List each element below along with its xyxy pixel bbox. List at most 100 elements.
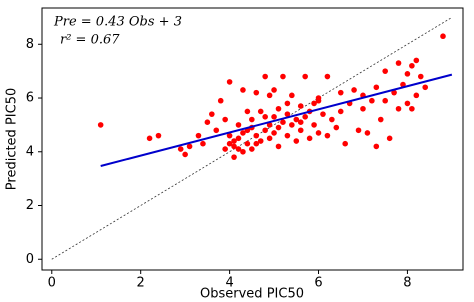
data-point — [231, 143, 237, 150]
data-point — [302, 114, 308, 120]
data-point — [226, 79, 233, 85]
data-point — [240, 130, 246, 136]
data-point — [293, 138, 300, 144]
data-point — [284, 132, 291, 139]
data-point — [409, 105, 415, 112]
data-point — [240, 148, 246, 155]
data-point — [249, 116, 255, 123]
data-point — [222, 116, 228, 123]
data-point — [177, 146, 184, 152]
data-point — [324, 132, 331, 139]
data-point — [97, 122, 104, 128]
data-point — [231, 154, 237, 160]
data-point — [391, 89, 397, 96]
data-point — [311, 122, 317, 128]
data-point — [382, 97, 389, 104]
data-point — [275, 124, 282, 131]
data-point — [235, 122, 242, 128]
data-point — [271, 87, 277, 93]
data-point — [257, 108, 264, 115]
data-point — [369, 97, 375, 104]
data-point — [311, 100, 317, 107]
data-point — [235, 146, 242, 152]
data-point — [244, 140, 251, 147]
data-point — [146, 135, 153, 142]
y-tick-label: 2 — [26, 198, 34, 213]
data-point — [266, 122, 273, 128]
data-point — [271, 130, 277, 136]
data-point — [351, 87, 357, 93]
data-point — [266, 92, 273, 99]
data-point — [222, 146, 228, 152]
x-tick-label: 0 — [48, 276, 56, 291]
data-point — [355, 127, 362, 134]
data-point — [382, 68, 389, 74]
data-point — [417, 73, 424, 80]
y-axis-label: Predicted PIC50 — [5, 88, 20, 190]
data-point — [302, 73, 308, 80]
plot-frame — [41, 7, 464, 271]
data-point — [275, 143, 282, 150]
data-point — [377, 116, 384, 123]
data-point — [413, 57, 420, 64]
data-point — [226, 132, 233, 139]
data-point — [253, 132, 260, 139]
data-point — [413, 92, 420, 99]
data-point — [275, 105, 282, 112]
data-point — [284, 100, 291, 107]
data-point — [231, 138, 237, 144]
data-point — [293, 116, 300, 123]
data-point — [213, 127, 220, 134]
data-point — [182, 151, 188, 158]
data-point — [262, 114, 268, 120]
data-point — [315, 130, 322, 136]
x-axis-label: Observed PIC50 — [200, 287, 304, 302]
data-point — [155, 132, 162, 139]
data-point — [333, 124, 340, 131]
data-point — [195, 132, 202, 139]
data-point — [297, 119, 304, 126]
data-point — [324, 73, 331, 80]
data-point — [342, 140, 348, 147]
data-point — [209, 111, 215, 117]
data-point — [262, 73, 268, 80]
data-point — [337, 108, 344, 115]
data-point — [280, 73, 286, 80]
data-point — [315, 95, 322, 101]
x-tick-label: 4 — [225, 276, 233, 291]
data-point — [253, 89, 260, 96]
y-tick-label: 6 — [26, 91, 34, 106]
identity-line — [51, 17, 453, 260]
x-tick-label: 2 — [137, 276, 145, 291]
data-point — [404, 100, 411, 107]
data-point — [297, 103, 304, 109]
data-point — [395, 105, 402, 112]
y-tick-label: 0 — [26, 252, 34, 267]
data-point — [404, 71, 411, 77]
data-point — [266, 135, 273, 142]
data-point — [329, 116, 335, 123]
data-point — [360, 105, 366, 112]
data-point — [249, 146, 255, 152]
data-point — [186, 143, 193, 150]
y-tick-label: 4 — [26, 144, 34, 159]
y-tick-label: 8 — [26, 37, 34, 52]
data-point — [364, 130, 371, 136]
x-tick-label: 6 — [314, 276, 322, 291]
data-point — [440, 33, 446, 40]
data-point — [297, 127, 304, 134]
data-point — [235, 135, 242, 142]
data-point — [253, 140, 260, 147]
data-point — [240, 87, 246, 93]
equation: Pre = 0.43 Obs + 3 — [53, 15, 182, 30]
data-point — [373, 84, 380, 91]
data-point — [386, 135, 393, 142]
data-point — [271, 114, 277, 120]
data-point — [289, 122, 295, 128]
data-point — [217, 97, 224, 104]
data-point — [320, 111, 326, 117]
data-point — [373, 143, 380, 150]
data-point — [284, 111, 291, 117]
